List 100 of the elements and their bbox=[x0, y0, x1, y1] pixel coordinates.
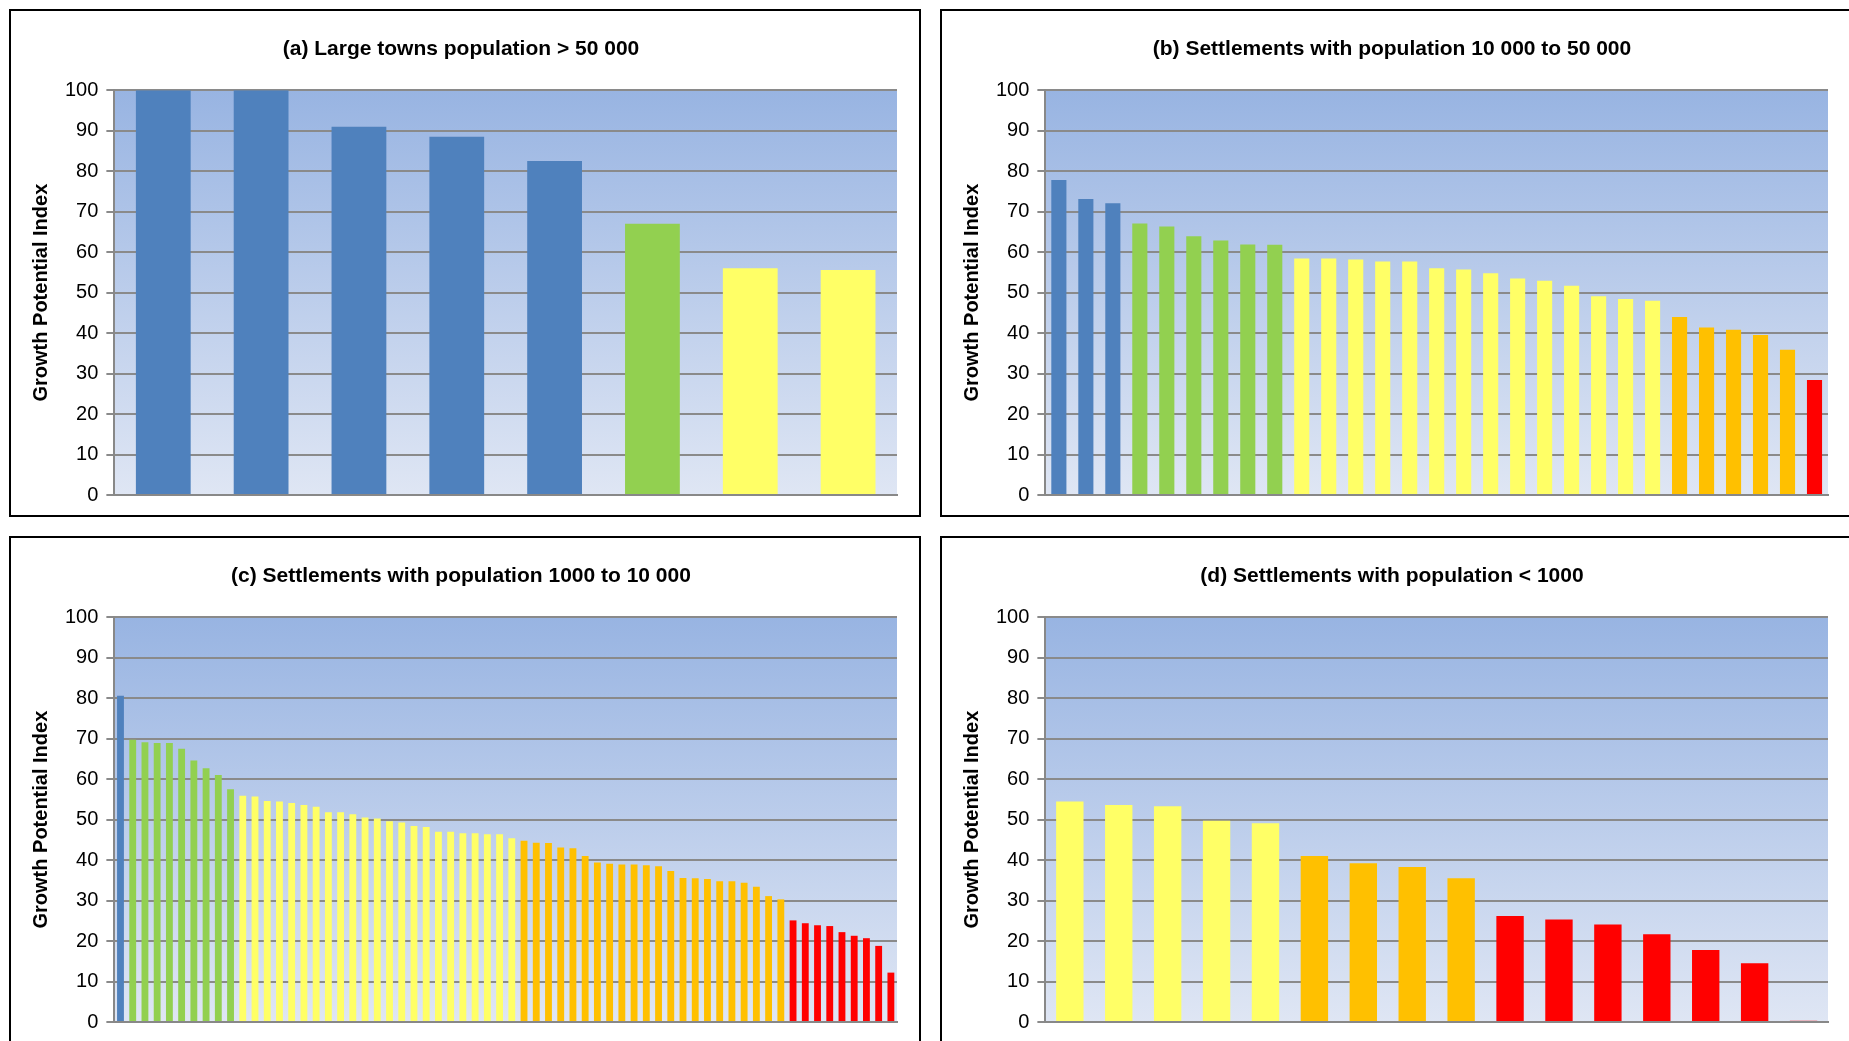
y-tick-label: 50 bbox=[76, 807, 99, 830]
bar bbox=[429, 136, 485, 494]
bar bbox=[1348, 259, 1364, 494]
bar bbox=[777, 899, 785, 1021]
bar bbox=[233, 90, 289, 494]
chart-title: (d) Settlements with population < 1000 bbox=[1200, 563, 1584, 587]
bar bbox=[765, 896, 773, 1021]
y-tick-label: 70 bbox=[76, 726, 99, 749]
y-axis-title: Growth Potential Index bbox=[28, 183, 51, 402]
bar bbox=[545, 843, 552, 1021]
bar bbox=[135, 90, 191, 494]
y-tick-label: 40 bbox=[1007, 320, 1030, 343]
y-tick-label: 60 bbox=[1007, 239, 1030, 262]
bar bbox=[1202, 820, 1231, 1021]
bar bbox=[740, 882, 748, 1021]
y-tick-label: 40 bbox=[76, 847, 99, 870]
bar bbox=[642, 865, 650, 1021]
bar bbox=[471, 833, 479, 1021]
y-tick-label: 90 bbox=[1007, 118, 1030, 141]
bar bbox=[129, 739, 137, 1021]
bar bbox=[625, 223, 680, 494]
y-tick-label: 10 bbox=[76, 442, 99, 465]
bar bbox=[1643, 934, 1671, 1021]
chart-title: (b) Settlements with population 10 000 to 50 000 bbox=[1152, 36, 1632, 60]
bar bbox=[1251, 823, 1280, 1021]
y-tick-label: 60 bbox=[1007, 766, 1030, 789]
bar bbox=[1153, 806, 1182, 1021]
bar bbox=[373, 818, 381, 1021]
y-tick-label: 30 bbox=[76, 888, 99, 911]
y-tick-label: 40 bbox=[76, 320, 99, 343]
bar bbox=[581, 856, 589, 1021]
y-tick-label: 90 bbox=[76, 645, 99, 668]
bar bbox=[801, 923, 809, 1021]
bar bbox=[630, 864, 638, 1021]
bar bbox=[1186, 236, 1202, 494]
bar bbox=[263, 800, 271, 1021]
bar bbox=[704, 879, 711, 1021]
bar bbox=[875, 945, 883, 1021]
y-tick-label: 80 bbox=[76, 158, 99, 181]
bar bbox=[422, 826, 430, 1021]
y-tick-label: 100 bbox=[995, 77, 1030, 100]
y-tick-label: 30 bbox=[1007, 361, 1030, 384]
bar bbox=[1132, 223, 1148, 494]
bar bbox=[1618, 299, 1634, 494]
bar bbox=[435, 831, 442, 1021]
bar bbox=[820, 269, 876, 494]
bar bbox=[165, 743, 173, 1021]
bar bbox=[1779, 349, 1796, 494]
bar bbox=[1645, 300, 1661, 494]
y-tick-label: 30 bbox=[76, 361, 99, 384]
y-tick-label: 20 bbox=[1007, 401, 1030, 424]
bar bbox=[1725, 329, 1742, 494]
bar bbox=[190, 760, 198, 1021]
bar bbox=[227, 789, 234, 1021]
y-tick-label: 90 bbox=[76, 118, 99, 141]
bar bbox=[1456, 269, 1472, 494]
bar bbox=[655, 866, 662, 1021]
bar bbox=[1294, 258, 1310, 494]
bar bbox=[1213, 240, 1229, 494]
bar bbox=[447, 831, 455, 1021]
bar bbox=[716, 881, 724, 1021]
bar bbox=[887, 972, 895, 1021]
bar bbox=[312, 806, 320, 1021]
y-tick-label: 60 bbox=[76, 766, 99, 789]
bar bbox=[483, 834, 491, 1021]
bar bbox=[1375, 261, 1391, 494]
y-tick-label: 50 bbox=[76, 280, 99, 303]
bar bbox=[1483, 273, 1499, 494]
bar bbox=[300, 805, 308, 1021]
bar bbox=[337, 812, 345, 1021]
bar bbox=[1537, 280, 1553, 494]
bar bbox=[532, 842, 540, 1021]
bar bbox=[214, 775, 222, 1021]
bar bbox=[1510, 278, 1526, 494]
bar bbox=[386, 821, 393, 1021]
chart-title: (c) Settlements with population 1000 to 10 000 bbox=[231, 563, 691, 587]
bar bbox=[178, 748, 186, 1021]
y-tick-label: 50 bbox=[1007, 807, 1030, 830]
y-tick-label: 100 bbox=[64, 77, 99, 100]
bar bbox=[1699, 327, 1715, 494]
bar bbox=[153, 743, 161, 1021]
bar bbox=[618, 864, 626, 1021]
bar bbox=[1496, 915, 1524, 1021]
y-axis-title: Growth Potential Index bbox=[959, 183, 982, 402]
bar bbox=[1240, 244, 1256, 494]
bar bbox=[1267, 244, 1283, 494]
bar bbox=[1159, 226, 1175, 494]
chart-title: (a) Large towns population > 50 000 bbox=[282, 36, 640, 60]
y-tick-label: 20 bbox=[76, 401, 99, 424]
bar bbox=[1692, 949, 1720, 1021]
bar bbox=[1752, 335, 1769, 494]
bar bbox=[239, 795, 247, 1021]
bar bbox=[288, 803, 296, 1021]
bar bbox=[1398, 866, 1426, 1021]
bar bbox=[1591, 296, 1607, 494]
y-tick-label: 90 bbox=[1007, 645, 1030, 668]
bar bbox=[863, 938, 870, 1021]
bar bbox=[1429, 268, 1445, 494]
y-tick-label: 80 bbox=[76, 685, 99, 708]
bar bbox=[557, 847, 565, 1021]
